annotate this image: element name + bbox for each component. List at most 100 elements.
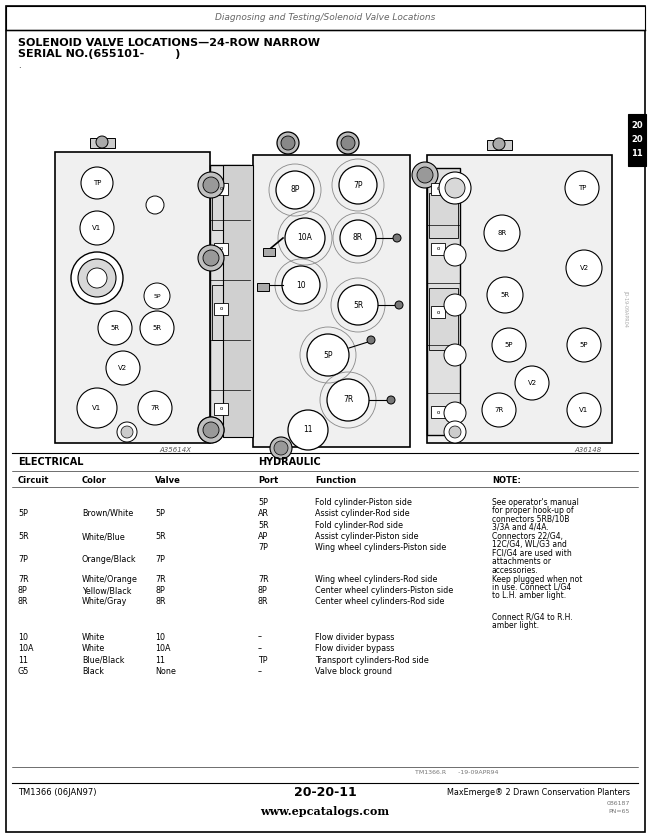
Text: V1: V1 — [579, 407, 589, 413]
Circle shape — [138, 391, 172, 425]
Circle shape — [566, 250, 602, 286]
Circle shape — [198, 417, 224, 443]
Text: 086187: 086187 — [607, 800, 630, 805]
Text: 7R: 7R — [18, 575, 29, 583]
Bar — [257, 283, 269, 291]
Bar — [55, 152, 210, 443]
Text: NOTE:: NOTE: — [492, 475, 521, 484]
Text: 8R: 8R — [18, 597, 29, 607]
Text: Yellow/Black: Yellow/Black — [82, 586, 132, 595]
Circle shape — [341, 136, 355, 150]
Circle shape — [87, 268, 107, 288]
Circle shape — [395, 301, 403, 309]
Circle shape — [340, 220, 376, 256]
Circle shape — [117, 422, 137, 442]
Bar — [212, 285, 248, 340]
Text: Transport cylinders-Rod side: Transport cylinders-Rod side — [315, 655, 429, 665]
Text: FCI/G4 are used with: FCI/G4 are used with — [492, 549, 572, 558]
Text: 7P: 7P — [258, 544, 268, 552]
Text: 5P: 5P — [153, 293, 161, 298]
Text: Flow divider bypass: Flow divider bypass — [315, 644, 395, 653]
Text: 11: 11 — [631, 149, 643, 158]
Text: o: o — [219, 187, 223, 192]
Bar — [431, 183, 445, 195]
Text: 5P: 5P — [258, 498, 268, 506]
Text: Assist cylinder-Piston side: Assist cylinder-Piston side — [315, 532, 419, 541]
Text: in use. Connect L/G4: in use. Connect L/G4 — [492, 583, 571, 592]
Circle shape — [439, 172, 471, 204]
Text: SOLENOID VALVE LOCATIONS—24-ROW NARROW: SOLENOID VALVE LOCATIONS—24-ROW NARROW — [18, 38, 320, 48]
Text: AR: AR — [258, 509, 269, 518]
Text: 12C/G4, WL/G3 and: 12C/G4, WL/G3 and — [492, 541, 567, 550]
Bar — [212, 190, 248, 230]
Circle shape — [71, 252, 123, 304]
Text: .: . — [18, 61, 21, 70]
Circle shape — [276, 171, 314, 209]
Text: TM1366 (06JAN97): TM1366 (06JAN97) — [18, 788, 96, 796]
Circle shape — [412, 162, 438, 188]
Circle shape — [121, 426, 133, 438]
Text: ELECTRICAL: ELECTRICAL — [18, 457, 83, 467]
Text: Brown/White: Brown/White — [82, 509, 133, 518]
Text: o: o — [436, 410, 439, 415]
Text: V2: V2 — [527, 380, 536, 386]
Circle shape — [203, 422, 219, 438]
Text: Keep plugged when not: Keep plugged when not — [492, 575, 583, 583]
Text: 7R: 7R — [150, 405, 159, 411]
Bar — [263, 248, 275, 256]
Text: o: o — [436, 246, 439, 251]
Circle shape — [444, 244, 466, 266]
Circle shape — [198, 417, 224, 443]
Text: Function: Function — [315, 475, 356, 484]
Circle shape — [81, 167, 113, 199]
Bar — [431, 406, 445, 418]
Text: Wing wheel cylinders-Piston side: Wing wheel cylinders-Piston side — [315, 544, 446, 552]
Circle shape — [270, 437, 292, 459]
Text: 5R: 5R — [501, 292, 510, 298]
Text: Connect R/G4 to R.H.: Connect R/G4 to R.H. — [492, 613, 573, 622]
Circle shape — [482, 393, 516, 427]
Circle shape — [484, 215, 520, 251]
Text: attachments or: attachments or — [492, 557, 551, 566]
Circle shape — [281, 136, 295, 150]
Text: 10A: 10A — [298, 234, 312, 242]
Text: JD-19-09APR04: JD-19-09APR04 — [624, 290, 628, 327]
Text: White: White — [82, 633, 105, 642]
Circle shape — [198, 245, 224, 271]
Text: None: None — [155, 667, 176, 676]
Circle shape — [449, 426, 461, 438]
Circle shape — [282, 266, 320, 304]
Text: 5P: 5P — [324, 350, 333, 360]
Text: 20: 20 — [631, 136, 643, 144]
Circle shape — [487, 277, 523, 313]
Text: 5R: 5R — [258, 520, 269, 530]
Text: –: – — [258, 667, 262, 676]
Text: Diagnosing and Testing/Solenoid Valve Locations: Diagnosing and Testing/Solenoid Valve Lo… — [215, 13, 435, 23]
Text: White/Blue: White/Blue — [82, 532, 126, 541]
Circle shape — [198, 172, 224, 198]
Text: 8R: 8R — [497, 230, 506, 236]
Bar — [431, 243, 445, 255]
Bar — [210, 165, 250, 435]
Text: Valve block ground: Valve block ground — [315, 667, 392, 676]
Text: AP: AP — [258, 532, 268, 541]
Text: 10: 10 — [18, 633, 28, 642]
Circle shape — [307, 334, 349, 376]
Text: 10A: 10A — [18, 644, 33, 653]
Text: 7P: 7P — [18, 555, 28, 564]
Circle shape — [203, 422, 219, 438]
Text: to L.H. amber light.: to L.H. amber light. — [492, 592, 566, 601]
Circle shape — [567, 393, 601, 427]
Circle shape — [493, 138, 505, 150]
Bar — [487, 140, 512, 150]
Text: 8P: 8P — [155, 586, 165, 595]
Text: HYDRAULIC: HYDRAULIC — [258, 457, 321, 467]
Text: accessories.: accessories. — [492, 566, 539, 575]
Text: TP: TP — [93, 180, 101, 186]
Text: 11: 11 — [155, 655, 165, 665]
Circle shape — [492, 328, 526, 362]
Text: 8P: 8P — [18, 586, 28, 595]
Text: –: – — [258, 644, 262, 653]
Circle shape — [285, 218, 325, 258]
Text: 7P: 7P — [155, 555, 165, 564]
